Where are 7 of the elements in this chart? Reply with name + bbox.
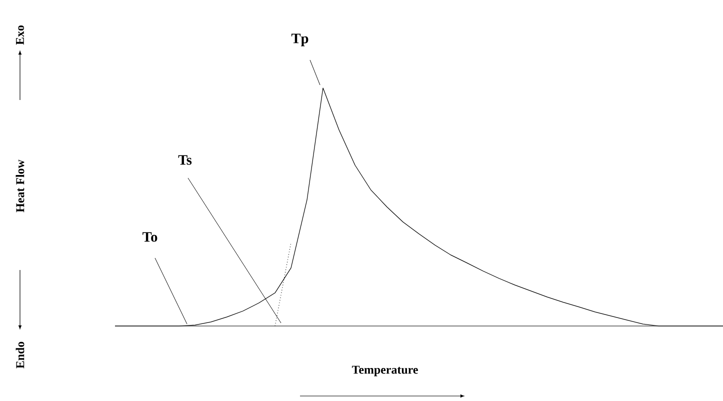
text: Tp: [291, 34, 308, 46]
x-axis-title: Temperature: [352, 366, 418, 376]
annotation: Ts: [178, 155, 192, 165]
text: Exo: [16, 25, 24, 45]
annotation: To: [142, 232, 158, 242]
text: Endo: [16, 342, 24, 368]
text: Heat Flow: [16, 160, 24, 212]
